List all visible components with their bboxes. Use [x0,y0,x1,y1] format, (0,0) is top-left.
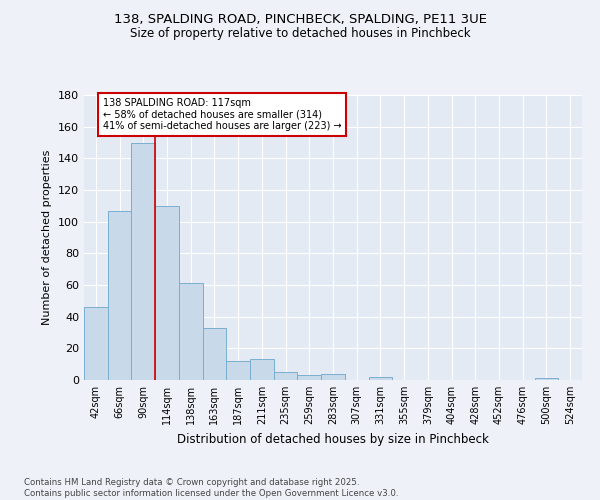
Bar [535,378,558,380]
Text: 138 SPALDING ROAD: 117sqm
← 58% of detached houses are smaller (314)
41% of semi: 138 SPALDING ROAD: 117sqm ← 58% of detac… [103,98,341,132]
Text: Size of property relative to detached houses in Pinchbeck: Size of property relative to detached ho… [130,28,470,40]
Bar [298,375,321,380]
Bar [321,374,345,380]
Bar [226,361,250,380]
Bar [108,210,131,380]
X-axis label: Distribution of detached houses by size in Pinchbeck: Distribution of detached houses by size … [177,432,489,446]
Bar [155,206,179,380]
Bar [179,284,203,380]
Bar [274,372,298,380]
Bar [203,328,226,380]
Text: 138, SPALDING ROAD, PINCHBECK, SPALDING, PE11 3UE: 138, SPALDING ROAD, PINCHBECK, SPALDING,… [113,12,487,26]
Text: Contains HM Land Registry data © Crown copyright and database right 2025.
Contai: Contains HM Land Registry data © Crown c… [24,478,398,498]
Y-axis label: Number of detached properties: Number of detached properties [43,150,52,325]
Bar [84,307,108,380]
Bar [368,377,392,380]
Bar [131,142,155,380]
Bar [250,360,274,380]
